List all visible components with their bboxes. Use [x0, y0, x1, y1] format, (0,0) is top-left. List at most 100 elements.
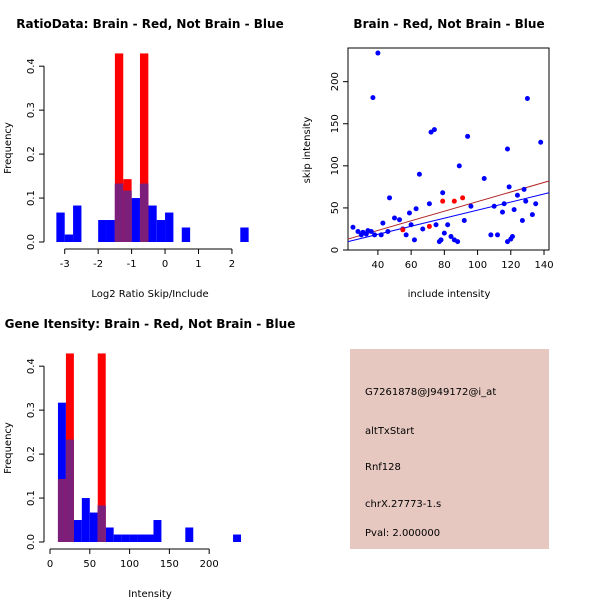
ratio-bar-overlap: [139, 183, 149, 242]
gene-bar-overlap: [65, 439, 74, 542]
scatter-point-not-brain: [378, 232, 384, 238]
scatter-point-not-brain: [491, 203, 497, 209]
scatter-point-not-brain: [403, 232, 409, 238]
ratio-bar-not-brain: [56, 212, 65, 242]
ratio-chart-ylabel: Frequency: [3, 122, 14, 174]
scatter-point-brain: [400, 227, 406, 233]
gene-x-tick-label: 150: [160, 559, 179, 570]
scatter-x-tick-label: 140: [534, 260, 553, 271]
scatter-point-not-brain: [375, 50, 381, 56]
scatter-point-brain: [426, 223, 432, 229]
gene-bar-not-brain: [233, 534, 242, 542]
ratio-x-tick-label: -1: [127, 259, 137, 270]
scatter-point-not-brain: [455, 239, 461, 245]
scatter-point-not-brain: [416, 171, 422, 177]
event-type-text: altTxStart: [365, 426, 414, 437]
scatter-point-not-brain: [440, 190, 446, 196]
ratio-x-tick-label: 1: [195, 259, 201, 270]
scatter-point-not-brain: [488, 232, 494, 238]
ratio-bar-not-brain: [131, 198, 140, 242]
scatter-point-not-brain: [521, 186, 527, 192]
ratio-y-tick-label: 0.3: [26, 102, 37, 118]
gene-y-tick-label: 0.1: [26, 490, 37, 506]
gene-chart-ylabel: Frequency: [3, 422, 14, 474]
pval-text: Pval: 2.000000: [365, 528, 440, 539]
scatter-point-not-brain: [499, 209, 505, 215]
scatter-point-not-brain: [468, 203, 474, 209]
scatter-point-brain: [451, 198, 457, 204]
scatter-plot-frame: [347, 47, 550, 251]
scatter-point-not-brain: [408, 222, 414, 228]
scatter-x-tick-label: 100: [468, 260, 487, 271]
scatter-point-not-brain: [514, 192, 520, 198]
probe-id-text: G7261878@J949172@i_at: [365, 387, 496, 398]
scatter-point-not-brain: [509, 234, 515, 240]
scatter-point-not-brain: [519, 218, 525, 224]
ratio-chart-xlabel: Log2 Ratio Skip/Include: [91, 289, 208, 300]
scatter-fit-line-not-brain: [347, 192, 550, 243]
gene-bar-overlap: [97, 505, 106, 542]
gene-chart-title: Gene Itensity: Brain - Red, Not Brain - …: [5, 317, 296, 331]
scatter-point-not-brain: [506, 184, 512, 190]
gene-bar-not-brain: [73, 520, 82, 542]
ratio-bar-not-brain: [98, 220, 107, 242]
scatter-y-tick-label: 100: [330, 156, 341, 175]
scatter-point-not-brain: [406, 210, 412, 216]
gene-bar-not-brain: [129, 534, 138, 542]
scatter-point-brain: [460, 195, 466, 201]
ratio-bar-not-brain: [181, 227, 191, 242]
gene-x-tick-label: 100: [120, 559, 139, 570]
scatter-point-not-brain: [413, 206, 419, 212]
gene-bar-brain: [97, 353, 106, 542]
gene-x-tick-label: 0: [47, 559, 53, 570]
ratio-y-tick-label: 0.4: [26, 58, 37, 74]
scatter-point-not-brain: [368, 228, 374, 234]
gene-bar-not-brain: [89, 512, 98, 542]
scatter-point-not-brain: [495, 232, 501, 238]
scatter-point-not-brain: [380, 220, 386, 226]
gene-x-tick-label: 200: [200, 559, 219, 570]
info-panel-background: [350, 349, 549, 549]
gene-bar-not-brain: [153, 520, 162, 542]
gene-bar-not-brain: [185, 527, 194, 542]
scatter-point-not-brain: [441, 230, 447, 236]
gene-name-text: Rnf128: [365, 462, 401, 473]
gene-y-tick-label: 0.3: [26, 402, 37, 418]
gene-bar-not-brain: [81, 498, 90, 542]
scatter-x-tick-label: 80: [438, 260, 451, 271]
scatter-point-not-brain: [372, 232, 378, 238]
intensity-scatter-chart: Brain - Red, Not Brain - Blue include in…: [302, 17, 554, 300]
ratio-x-tick-label: 2: [229, 259, 235, 270]
scatter-point-brain: [440, 198, 446, 204]
scatter-chart-ylabel: skip intensity: [302, 117, 313, 184]
scatter-point-not-brain: [511, 207, 517, 213]
gene-bar-not-brain: [145, 534, 154, 542]
ratio-y-tick-label: 0.0: [26, 234, 37, 250]
ratio-bar-not-brain: [156, 220, 166, 242]
scatter-point-not-brain: [501, 201, 507, 207]
scatter-point-not-brain: [538, 139, 544, 145]
gene-bar-not-brain: [105, 527, 114, 542]
gene-bar-overlap: [57, 479, 66, 542]
scatter-point-not-brain: [461, 218, 467, 224]
ratio-bar-not-brain: [148, 205, 157, 242]
scatter-point-not-brain: [481, 175, 487, 181]
scatter-y-tick-label: 50: [330, 202, 341, 215]
gene-bar-not-brain: [137, 534, 146, 542]
scatter-y-tick-label: 150: [330, 114, 341, 133]
scatter-point-not-brain: [456, 163, 462, 169]
ratio-x-tick-label: -3: [60, 259, 70, 270]
cluster-id-text: chrX.27773-1.s: [365, 499, 441, 510]
ratio-x-tick-label: -2: [93, 259, 103, 270]
scatter-point-not-brain: [438, 237, 444, 243]
scatter-point-not-brain: [529, 212, 535, 218]
ratio-chart-title: RatioData: Brain - Red, Not Brain - Blue: [16, 17, 283, 31]
ratio-y-tick-label: 0.1: [26, 190, 37, 206]
scatter-point-not-brain: [448, 234, 454, 240]
gene-y-tick-label: 0.4: [26, 358, 37, 374]
scatter-point-not-brain: [420, 226, 426, 232]
ratio-bar-not-brain: [165, 212, 174, 242]
scatter-fit-line-brain: [347, 180, 550, 240]
scatter-y-tick-label: 0: [330, 247, 341, 253]
